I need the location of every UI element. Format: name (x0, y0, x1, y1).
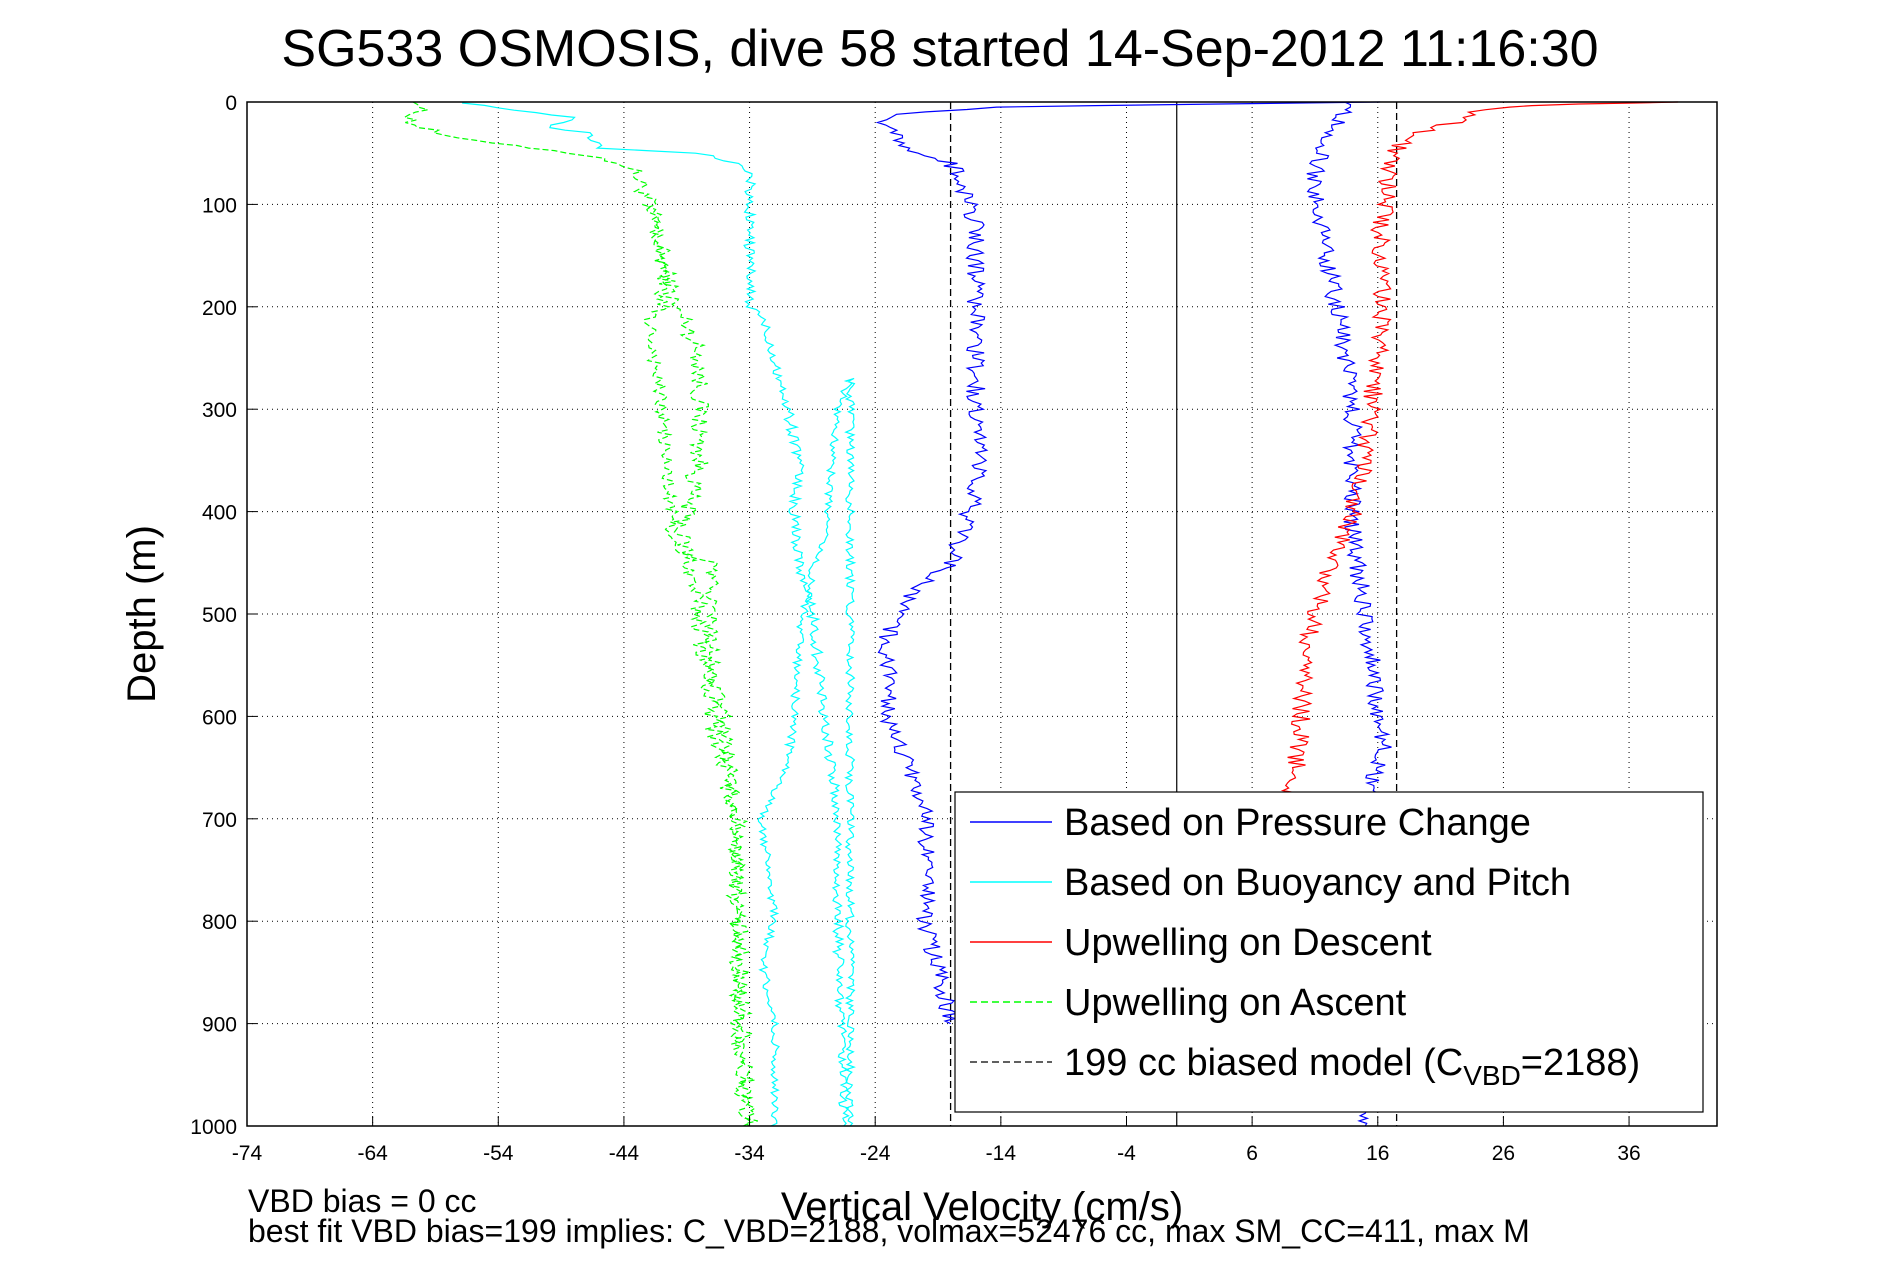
y-tick-label-1: 100 (202, 194, 237, 217)
x-tick-label-5: -24 (860, 1142, 891, 1165)
y-tick-label-0: 0 (225, 92, 237, 115)
legend-label-model-main: 199 cc biased model (C (1064, 1042, 1463, 1084)
x-tick-label-7: -4 (1117, 1142, 1136, 1165)
y-tick-label-10: 1000 (190, 1116, 237, 1139)
series-pressure-descent (875, 101, 1381, 1025)
y-tick-label-2: 200 (202, 297, 237, 320)
series-upwelling-ascent-ascent (641, 203, 751, 1127)
x-tick-label-3: -44 (609, 1142, 640, 1165)
x-tick-label-11: 36 (1617, 1142, 1640, 1165)
x-tick-label-6: -14 (986, 1142, 1017, 1165)
y-axis-label: Depth (m) (120, 525, 164, 703)
y-tick-label-3: 300 (202, 399, 237, 422)
legend: Based on Pressure Change Based on Buoyan… (954, 791, 1704, 1113)
y-tick-label-6: 600 (202, 706, 237, 729)
legend-label-model-sub: VBD (1463, 1060, 1521, 1091)
legend-label-upwelling-ascent: Upwelling on Ascent (1064, 982, 1407, 1024)
x-axis-ticks: -74 -64 -54 -44 -34 -24 -14 -4 6 16 26 36 (232, 1116, 1641, 1165)
x-tick-label-8: 6 (1246, 1142, 1258, 1165)
series-buoyancy-ascent (757, 377, 857, 1127)
legend-box (954, 791, 1704, 1113)
y-axis-ticks: 0 100 200 300 400 500 600 700 800 900 1000 (190, 92, 257, 1139)
y-tick-label-8: 800 (202, 911, 237, 934)
legend-label-buoyancy: Based on Buoyancy and Pitch (1064, 862, 1571, 904)
x-tick-label-10: 26 (1492, 1142, 1515, 1165)
legend-label-upwelling-descent: Upwelling on Descent (1064, 922, 1432, 964)
x-tick-label-0: -74 (232, 1142, 263, 1165)
y-tick-label-7: 700 (202, 809, 237, 832)
y-tick-label-9: 900 (202, 1014, 237, 1037)
x-tick-label-2: -54 (483, 1142, 514, 1165)
series-group (402, 101, 1678, 1127)
x-tick-label-1: -64 (357, 1142, 388, 1165)
series-upwelling-descent (1280, 101, 1678, 799)
y-tick-label-5: 500 (202, 604, 237, 627)
legend-label-model: 199 cc biased model (CVBD=2188) (1064, 1042, 1640, 1091)
series-buoyancy-descent (462, 102, 850, 1127)
footer-line-2: best fit VBD bias=199 implies: C_VBD=218… (248, 1213, 1530, 1249)
x-tick-label-9: 16 (1366, 1142, 1389, 1165)
y-tick-label-4: 400 (202, 502, 237, 525)
legend-label-model-suffix: =2188) (1521, 1042, 1640, 1084)
footer-line-1: VBD bias = 0 cc (248, 1183, 477, 1219)
legend-label-pressure: Based on Pressure Change (1064, 802, 1531, 844)
x-axis-label: Vertical Velocity (cm/s) (781, 1185, 1183, 1229)
chart-title: SG533 OSMOSIS, dive 58 started 14-Sep-20… (281, 20, 1598, 78)
x-tick-label-4: -34 (734, 1142, 765, 1165)
